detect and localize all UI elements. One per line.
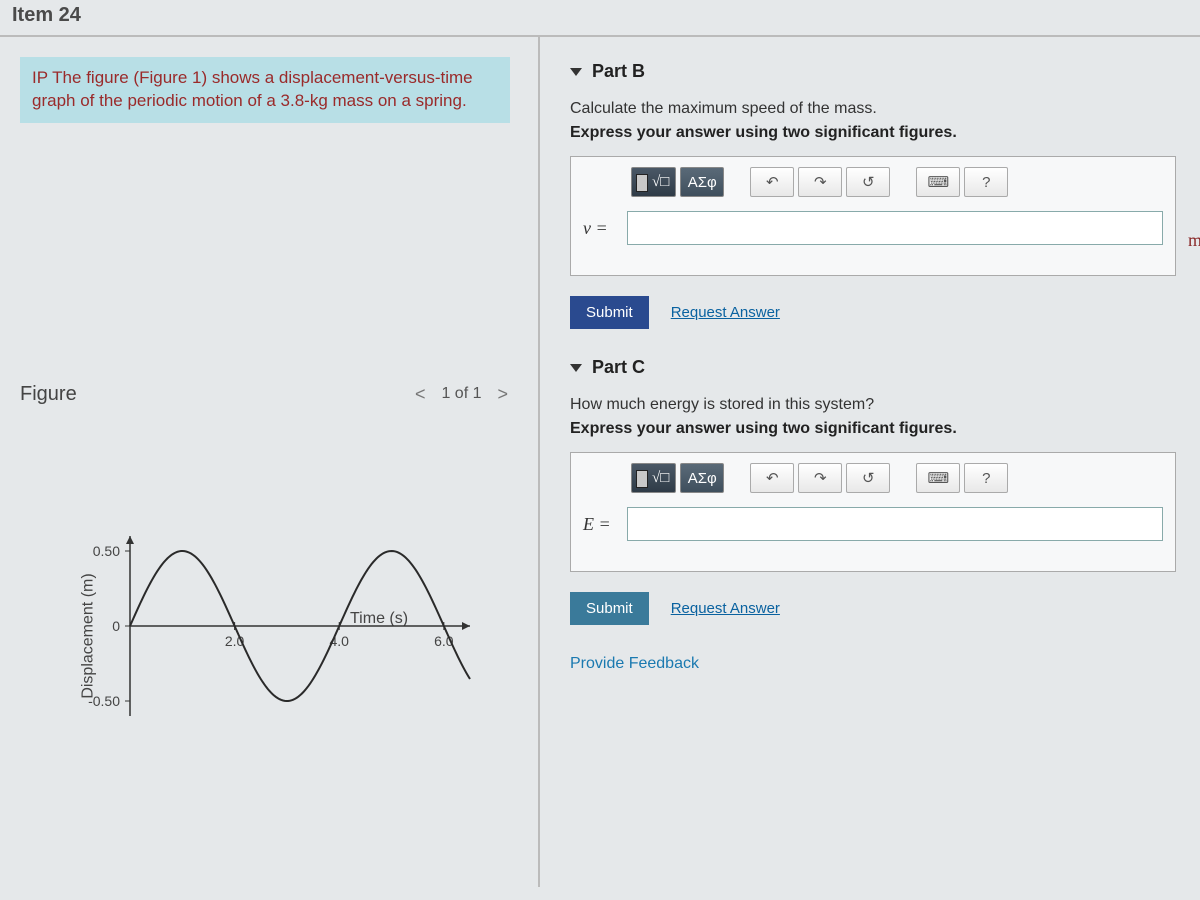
- reset-button[interactable]: ↺: [846, 463, 890, 493]
- part-c-instruction: How much energy is stored in this system…: [570, 396, 1176, 414]
- greek-button[interactable]: ΑΣφ: [680, 463, 724, 493]
- figure-nav: < 1 of 1 >: [415, 384, 508, 405]
- figure-graph: Displacement (m) Time (s) -0.5000.502.04…: [20, 526, 528, 746]
- keyboard-button[interactable]: ⌨: [916, 167, 960, 197]
- provide-feedback-link[interactable]: Provide Feedback: [570, 655, 1176, 673]
- keyboard-button[interactable]: ⌨: [916, 463, 960, 493]
- part-c-submit-button[interactable]: Submit: [570, 592, 649, 625]
- part-b-unit: m/s: [1188, 230, 1200, 251]
- problem-statement: IP The figure (Figure 1) shows a displac…: [20, 57, 510, 123]
- left-column: IP The figure (Figure 1) shows a displac…: [0, 37, 540, 887]
- figure-nav-label: 1 of 1: [441, 385, 481, 403]
- part-b-input-box: √□ ΑΣφ ↶ ↷ ↺ ⌨ ? v =: [570, 156, 1176, 276]
- part-b-request-answer-link[interactable]: Request Answer: [671, 304, 780, 321]
- svg-text:0.50: 0.50: [93, 543, 120, 559]
- greek-button[interactable]: ΑΣφ: [680, 167, 724, 197]
- graph-svg: -0.5000.502.04.06.0: [80, 526, 480, 726]
- help-button[interactable]: ?: [964, 167, 1008, 197]
- mathpad-button[interactable]: √□: [631, 167, 676, 197]
- part-c-answer-input[interactable]: [627, 507, 1163, 541]
- figure-next-button[interactable]: >: [497, 384, 508, 405]
- part-c-variable: E =: [583, 514, 617, 535]
- figure-panel: Figure < 1 of 1 > Displacement (m) Time …: [20, 383, 528, 746]
- help-button[interactable]: ?: [964, 463, 1008, 493]
- part-b-title: Part B: [592, 61, 645, 82]
- right-column: Part B Calculate the maximum speed of th…: [540, 37, 1200, 887]
- mathpad-button[interactable]: √□: [631, 463, 676, 493]
- part-b-variable: v =: [583, 218, 617, 239]
- part-b-instruction: Calculate the maximum speed of the mass.: [570, 100, 1176, 118]
- part-c-input-box: √□ ΑΣφ ↶ ↷ ↺ ⌨ ? E =: [570, 452, 1176, 572]
- svg-text:-0.50: -0.50: [88, 693, 120, 709]
- undo-button[interactable]: ↶: [750, 463, 794, 493]
- page-title: Item 24: [0, 0, 1200, 37]
- part-c-hint: Express your answer using two significan…: [570, 420, 1176, 438]
- caret-icon[interactable]: [570, 68, 582, 76]
- redo-button[interactable]: ↷: [798, 167, 842, 197]
- part-c-title: Part C: [592, 357, 645, 378]
- part-b-answer-input[interactable]: [627, 211, 1163, 245]
- part-b: Part B Calculate the maximum speed of th…: [570, 61, 1176, 329]
- reset-button[interactable]: ↺: [846, 167, 890, 197]
- caret-icon[interactable]: [570, 364, 582, 372]
- part-c-request-answer-link[interactable]: Request Answer: [671, 600, 780, 617]
- undo-button[interactable]: ↶: [750, 167, 794, 197]
- part-b-submit-button[interactable]: Submit: [570, 296, 649, 329]
- svg-text:0: 0: [112, 618, 120, 634]
- redo-button[interactable]: ↷: [798, 463, 842, 493]
- part-b-toolbar: √□ ΑΣφ ↶ ↷ ↺ ⌨ ?: [583, 167, 1163, 197]
- figure-prev-button[interactable]: <: [415, 384, 426, 405]
- part-c-toolbar: √□ ΑΣφ ↶ ↷ ↺ ⌨ ?: [583, 463, 1163, 493]
- part-c: Part C How much energy is stored in this…: [570, 357, 1176, 625]
- part-b-hint: Express your answer using two significan…: [570, 124, 1176, 142]
- figure-title: Figure: [20, 383, 77, 406]
